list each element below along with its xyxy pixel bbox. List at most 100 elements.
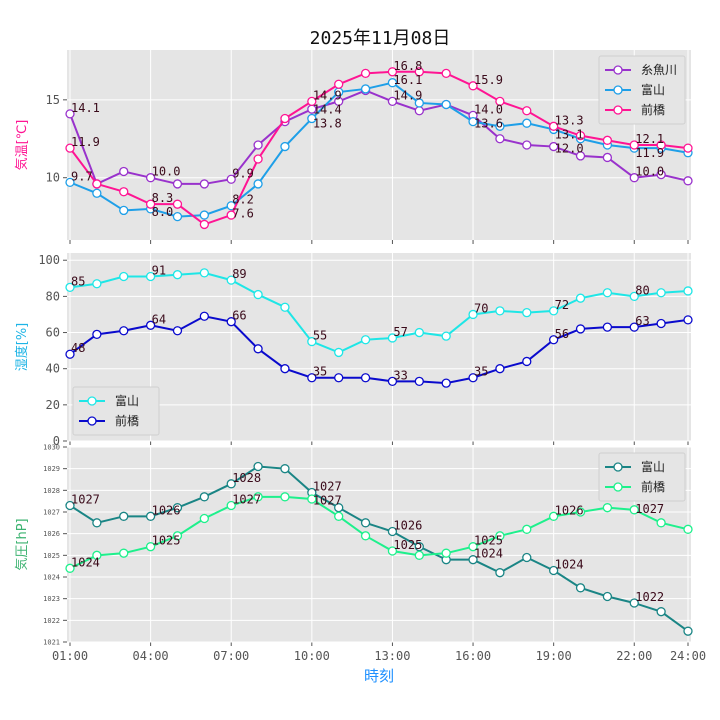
data-label: 85 [71, 274, 85, 288]
data-point [629, 598, 639, 608]
data-point [334, 96, 344, 107]
data-point [172, 211, 183, 222]
data-point [226, 210, 236, 220]
data-point [65, 563, 75, 573]
data-point [92, 518, 102, 528]
data-point [602, 152, 613, 163]
data-point [119, 205, 129, 216]
data-point [65, 143, 75, 153]
data-point [522, 140, 532, 150]
data-label: 10.0 [635, 165, 664, 179]
data-point [199, 210, 209, 220]
data-point [602, 288, 613, 298]
data-point [387, 546, 398, 556]
data-point [334, 79, 344, 89]
data-point [414, 542, 424, 552]
data-label: 11.9 [635, 146, 664, 160]
y-tick-label: 20 [46, 398, 60, 412]
data-point [549, 306, 559, 316]
data-point [360, 68, 371, 79]
data-point [522, 106, 532, 116]
data-point [360, 531, 371, 541]
legend-entry: 富山 [641, 82, 665, 97]
data-point [307, 336, 317, 347]
data-point [226, 174, 236, 184]
data-point [253, 140, 263, 150]
data-label: 35 [313, 365, 327, 379]
data-label: 1026 [393, 519, 422, 533]
data-label: 13.3 [555, 113, 584, 127]
x-tick-label: 04:00 [133, 649, 169, 663]
y-tick-label: 40 [46, 362, 60, 376]
data-label: 13.1 [555, 127, 584, 141]
data-point [495, 531, 505, 541]
data-point [226, 479, 236, 489]
data-point [629, 322, 639, 332]
data-point [522, 356, 532, 367]
data-point [226, 500, 236, 511]
data-point [119, 187, 129, 197]
data-label: 16.8 [393, 59, 422, 73]
data-label: 1027 [635, 502, 664, 516]
y-tick-label: 15 [46, 93, 60, 107]
data-point [575, 583, 586, 593]
data-label: 66 [232, 309, 246, 323]
data-label: 35 [474, 365, 488, 379]
data-point [414, 327, 424, 338]
data-point [172, 503, 183, 513]
x-axis-label: 時刻 [364, 667, 394, 685]
data-point [441, 378, 451, 388]
series-line-富山 [69, 465, 689, 632]
data-point [92, 279, 102, 289]
y-tick-label: 100 [38, 253, 60, 267]
data-label: 8.2 [232, 193, 254, 207]
legend-marker [613, 65, 623, 75]
data-point [65, 109, 75, 119]
data-point [522, 308, 532, 318]
data-point [656, 518, 666, 528]
data-point [602, 135, 613, 145]
data-label: 13.8 [313, 116, 342, 130]
x-tick-label: 13:00 [374, 649, 410, 663]
data-point [172, 179, 183, 189]
data-point [119, 548, 129, 558]
data-point [683, 315, 693, 325]
data-label: 1027 [313, 480, 342, 494]
data-point [656, 607, 666, 617]
data-point [119, 166, 129, 177]
data-point [602, 591, 613, 602]
data-point [683, 524, 693, 534]
data-point [656, 140, 666, 150]
y-tick-label: 1026 [43, 530, 60, 538]
x-tick-label: 07:00 [213, 649, 249, 663]
data-point [334, 503, 344, 513]
y-tick-label: 1029 [43, 465, 60, 473]
data-point [280, 113, 290, 124]
data-point [575, 507, 586, 517]
data-label: 57 [393, 325, 407, 339]
data-point [145, 320, 156, 330]
data-label: 70 [474, 301, 488, 315]
data-point [280, 302, 290, 312]
data-label: 14.9 [313, 88, 342, 102]
data-point [280, 492, 290, 502]
data-point [119, 511, 129, 521]
data-point [414, 67, 424, 77]
x-tick-label: 19:00 [536, 649, 572, 663]
data-point [145, 271, 156, 282]
data-label: 64 [152, 312, 166, 326]
y-tick-label: 80 [46, 289, 60, 303]
legend-entry: 富山 [115, 393, 139, 408]
data-label: 89 [232, 267, 246, 281]
data-point [253, 344, 263, 354]
data-point [495, 364, 505, 374]
data-point [65, 349, 75, 359]
data-label: 11.9 [71, 135, 100, 149]
data-point [629, 291, 639, 302]
legend-entry: 富山 [641, 459, 665, 474]
x-tick-label: 10:00 [294, 649, 330, 663]
x-tick-label: 16:00 [455, 649, 491, 663]
data-point [495, 306, 505, 316]
